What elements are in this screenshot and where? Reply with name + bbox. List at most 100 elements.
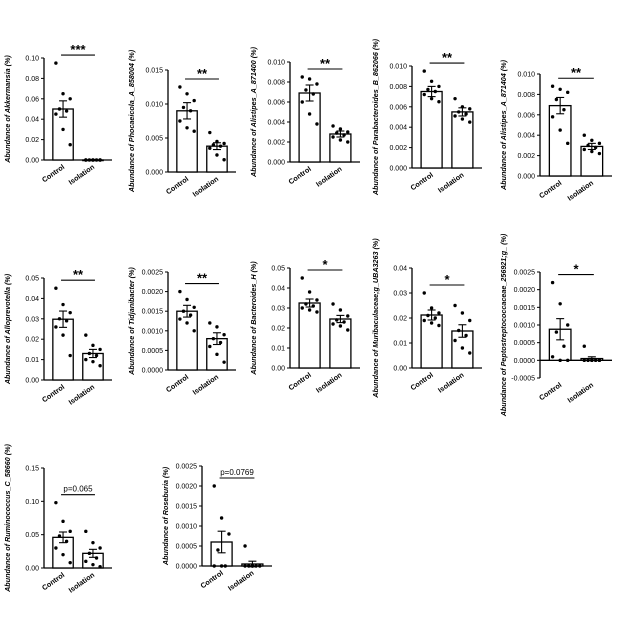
data-point [430,306,433,309]
data-point [84,530,87,533]
data-point [185,298,188,301]
data-point [224,564,227,567]
x-tick-label: Isolation [566,178,595,202]
x-tick-label: Control [409,370,435,392]
x-tick-label: Isolation [67,570,96,594]
data-point [339,138,342,141]
data-point [301,276,304,279]
data-point [95,158,98,161]
y-tick-label: 0.002 [389,145,407,152]
y-tick-label: 0.05 [25,276,39,283]
data-point [331,302,334,305]
data-point [243,544,246,547]
data-point [178,85,181,88]
data-point [219,144,222,147]
data-point [222,333,225,336]
y-tick-label: 0.05 [25,532,39,539]
data-point [315,82,318,85]
data-point [453,339,456,342]
panel-12: 0.00000.00050.00100.00150.00200.0025Abun… [161,464,272,593]
panel-9: 0.000.010.020.030.04Abundance of Muribac… [371,238,482,399]
y-tick-label: 0.00 [25,158,39,165]
data-point [68,143,71,146]
panel-6: 0.000.010.020.030.040.05Abundance of All… [3,267,112,406]
data-point [84,333,87,336]
data-point [192,306,195,309]
data-point [555,98,558,101]
y-tick-label: 0.010 [517,72,535,79]
y-axis-label: Abundance of Alistipes_A_871400 (%) [249,46,258,178]
y-axis-label: Abundance of Akkermansia (%) [3,55,12,164]
y-tick-label: 0.0020 [514,287,536,294]
y-tick-label: 0.02 [393,316,407,323]
y-axis-label: Abundance of Peptostreptococcaceae_25692… [499,233,508,417]
data-point [222,142,225,145]
y-tick-label: 0.01 [25,357,39,364]
data-point [342,133,345,136]
data-point [208,321,211,324]
data-point [308,308,311,311]
y-tick-label: 0.008 [517,92,535,99]
x-tick-label: Isolation [191,174,220,198]
y-axis-label: Abundance of Phocaeicola_A_858004 (%) [127,49,136,193]
data-point [437,100,440,103]
significance-label: ** [571,65,582,80]
data-point [98,158,101,161]
data-point [213,564,216,567]
panel-3: 0.0000.0020.0040.0060.0080.010Abundance … [249,46,360,188]
y-tick-label: 0.0000 [176,564,198,571]
data-point [54,61,57,64]
data-point [583,134,586,137]
data-point [220,564,223,567]
data-point [308,112,311,115]
data-point [178,317,181,320]
y-tick-label: 0.01 [393,341,407,348]
data-point [461,346,464,349]
data-point [346,328,349,331]
data-point [308,77,311,80]
significance-label: ** [73,267,84,282]
data-point [301,100,304,103]
panel-4: 0.0000.0020.0040.0060.0080.010Abundance … [371,38,482,196]
data-point [437,85,440,88]
data-point [219,341,222,344]
data-point [68,354,71,357]
data-point [594,359,597,362]
data-point [586,359,589,362]
data-point [68,97,71,100]
data-point [216,548,219,551]
x-tick-label: Isolation [314,370,343,394]
data-point [464,334,467,337]
data-point [566,359,569,362]
significance-label: ** [442,50,453,65]
x-tick-label: Control [287,370,313,392]
data-point [558,359,561,362]
data-point [222,360,225,363]
panel-1: 0.000.020.040.060.080.10Abundance of Akk… [3,42,112,186]
data-point [590,150,593,153]
y-tick-label: 0.0005 [142,348,164,355]
x-tick-label: Control [537,380,563,402]
data-point [430,80,433,83]
data-point [583,345,586,348]
data-point [84,158,87,161]
data-point [437,324,440,327]
data-point [426,88,429,91]
y-tick-label: 0.03 [393,291,407,298]
data-point [551,115,554,118]
data-point [65,109,68,112]
y-tick-label: 0.000 [517,174,535,181]
data-point [258,564,261,567]
data-point [558,302,561,305]
data-point [208,131,211,134]
y-tick-label: 0.004 [517,133,535,140]
data-point [423,93,426,96]
data-point [58,317,61,320]
panel-2: 0.0000.0050.0100.015Abundance of Phocaei… [127,49,236,198]
data-point [251,564,254,567]
y-tick-label: 0.002 [517,153,535,160]
data-point [453,304,456,307]
data-point [335,318,338,321]
data-point [220,516,223,519]
